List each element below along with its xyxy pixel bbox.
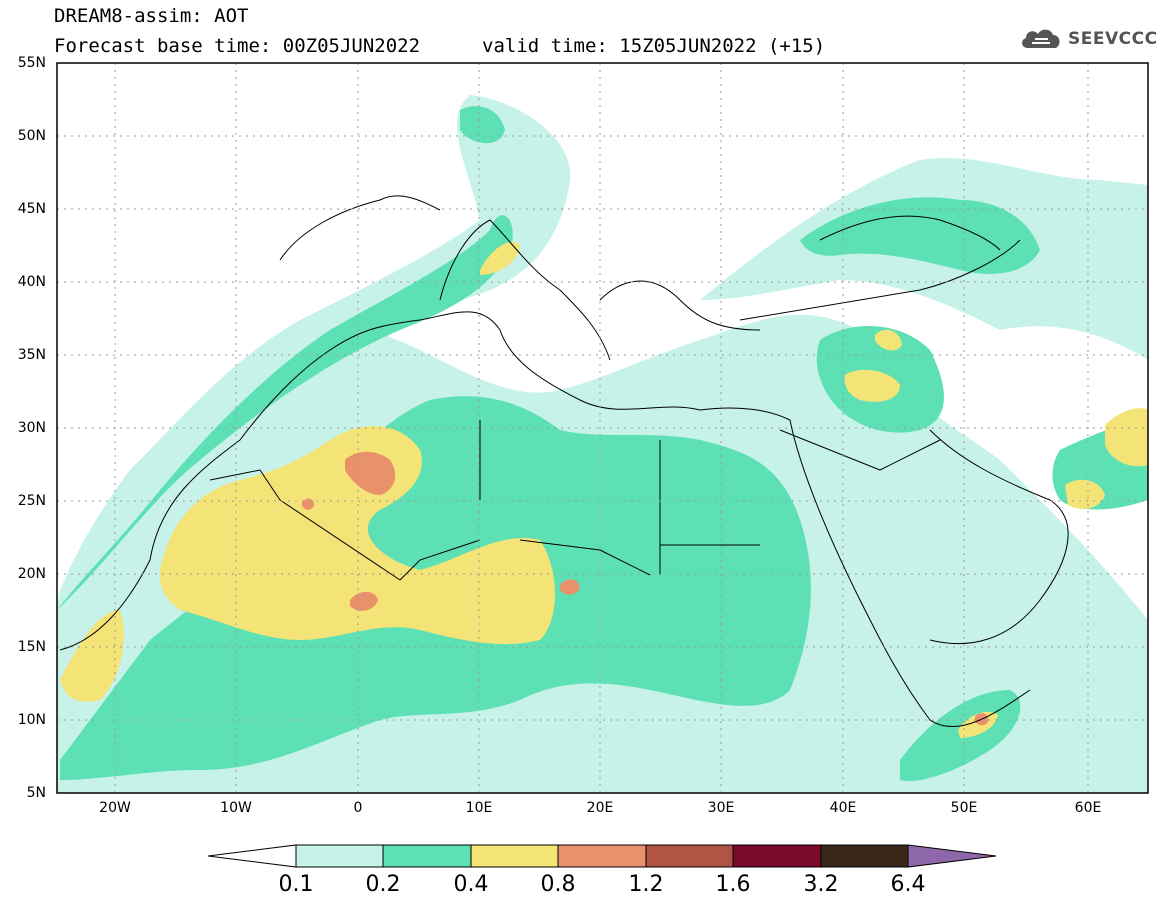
colorbar-swatch [732,844,822,868]
colorbar-swatch [470,844,559,868]
coastlines [59,195,1069,728]
lon-tick-label: 20E [586,800,614,816]
colorbar-label: 6.4 [890,872,926,897]
colorbar-label: 1.6 [715,872,751,897]
map-frame [56,62,1149,794]
colorbar-swatch [382,844,472,868]
lat-tick-label: 55N [17,55,46,71]
colorbar-label: 0.8 [540,872,576,897]
lat-tick-label: 20N [17,566,46,582]
aot-band-0-4 [60,241,1148,738]
logo-text: SEEVCCC [1068,29,1158,49]
lat-tick-label: 50N [17,128,46,144]
lat-tick-label: 25N [17,493,46,509]
colorbar-label: 1.2 [628,872,664,897]
lat-tick-label: 10N [17,712,46,728]
lon-tick-label: 40E [829,800,857,816]
colorbar-swatch [295,844,384,868]
colorbar-swatch [557,844,647,868]
forecast-base-time: Forecast base time: 00Z05JUN2022 [54,35,421,57]
cloud-icon [1022,29,1060,48]
colorbar-high-arrow [907,844,997,868]
aot-fields [57,95,1148,793]
lat-tick-label: 40N [17,274,46,290]
lon-tick-label: 10E [465,800,493,816]
lon-tick-label: 0 [353,800,363,816]
colorbar-swatch [645,844,734,868]
colorbar-swatch [820,844,909,868]
lat-tick-label: 15N [17,639,46,655]
colorbar-label: 0.1 [278,872,314,897]
colorbar [207,844,997,868]
colorbar-low-arrow [207,844,297,868]
lat-tick-label: 45N [17,201,46,217]
lon-tick-label: 30E [707,800,735,816]
lon-tick-label: 10W [220,800,252,816]
lon-tick-label: 60E [1074,800,1102,816]
colorbar-label: 3.2 [803,872,839,897]
colorbar-label: 0.4 [453,872,489,897]
lat-tick-label: 5N [26,785,46,801]
map-title: DREAM8-assim: AOT [54,5,249,27]
graticule [57,63,1148,793]
lat-tick-label: 35N [17,347,46,363]
colorbar-label: 0.2 [365,872,401,897]
lon-tick-label: 20W [99,800,131,816]
seevccc-logo: SEEVCCC [1018,26,1158,52]
lat-tick-label: 30N [17,420,46,436]
lon-tick-label: 50E [950,800,978,816]
valid-time: valid time: 15Z05JUN2022 (+15) [482,35,826,57]
